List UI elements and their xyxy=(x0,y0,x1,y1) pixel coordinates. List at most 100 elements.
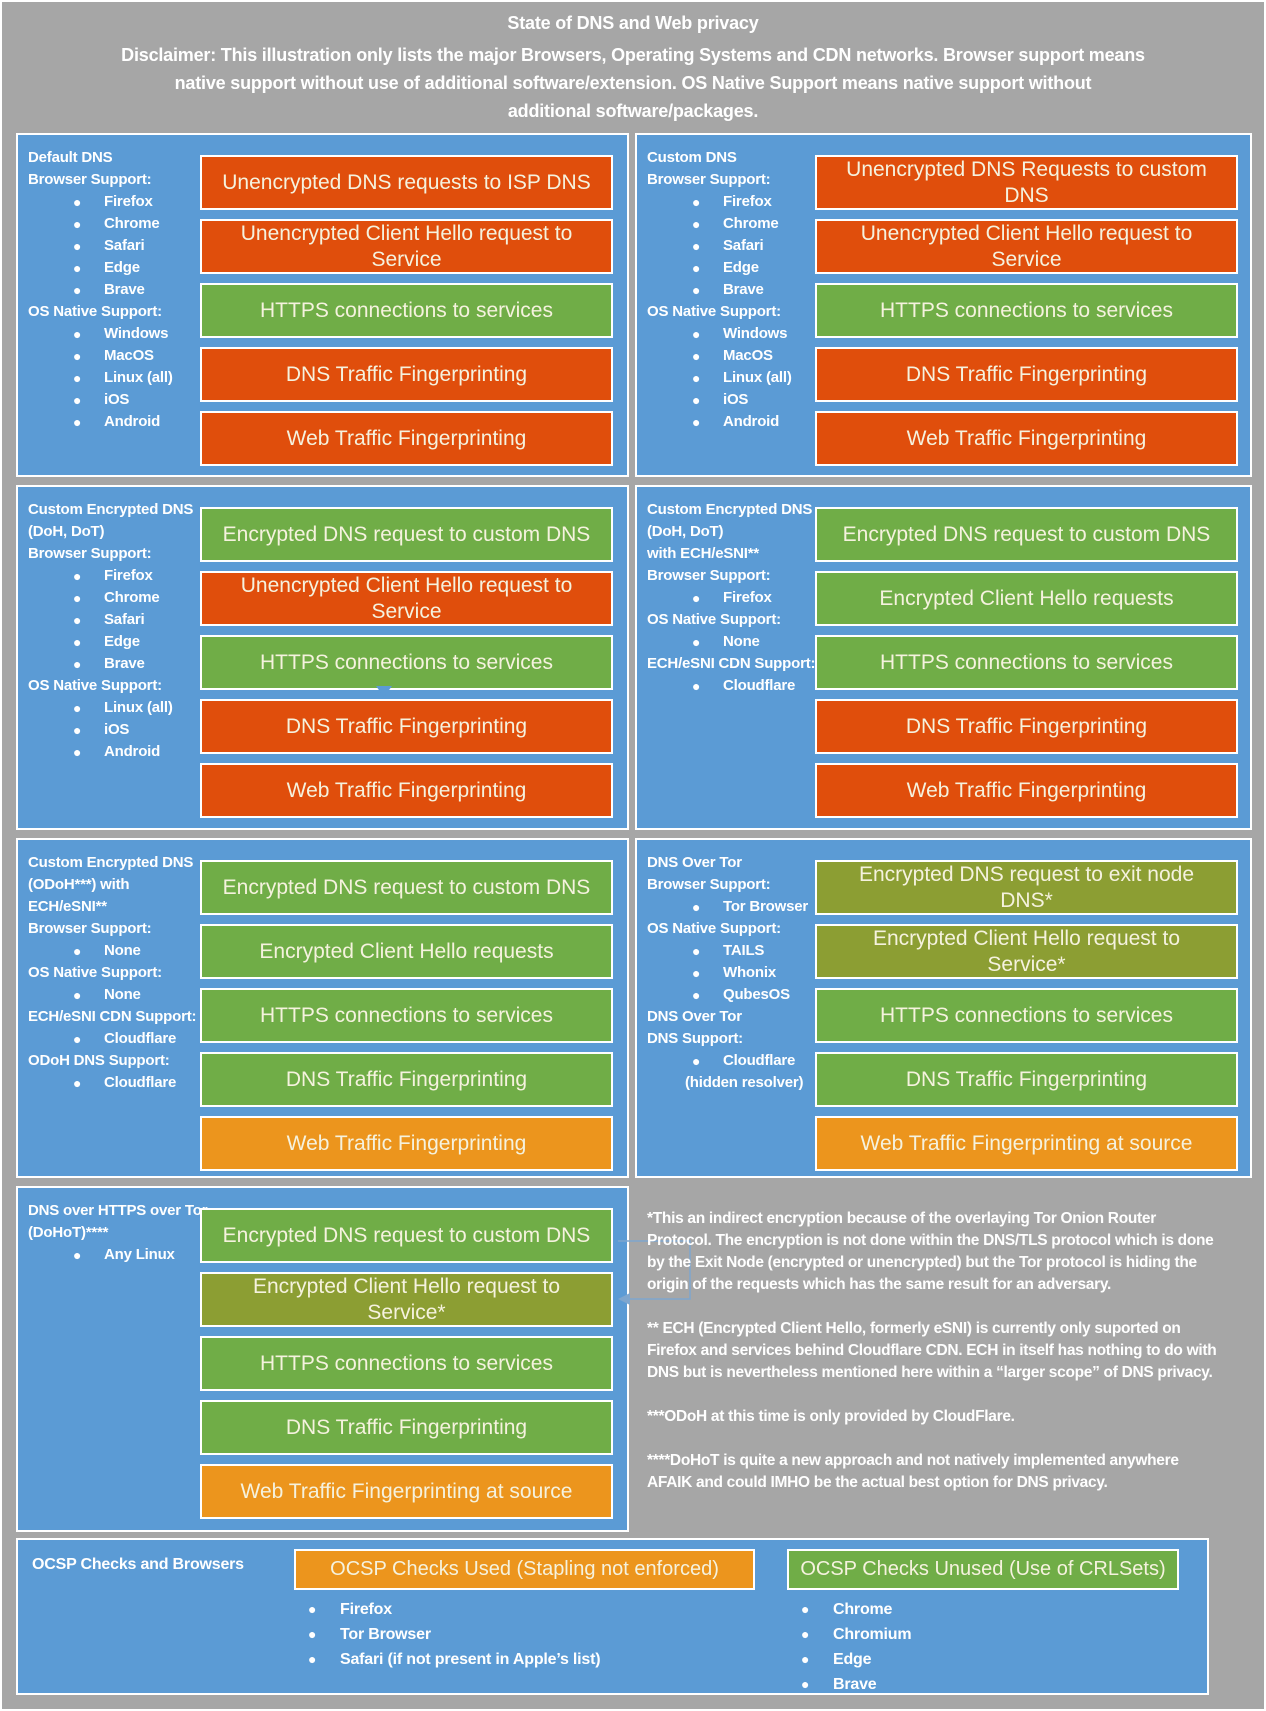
panel-custom-dns: Custom DNS Browser Support: ● Firefox ● Chrom… xyxy=(635,133,1252,477)
bullet-icon: ● xyxy=(73,568,82,584)
bullet-icon: ● xyxy=(73,656,82,672)
bullet-icon: ● xyxy=(801,1651,810,1667)
bullet-item: ● Windows xyxy=(647,323,819,345)
panel-side-labels: Custom Encrypted DNS (DoH, DoT) Browser Su… xyxy=(28,499,200,763)
panel-label-heading: Custom Encrypted DNS xyxy=(28,854,194,871)
bar-amber: Web Traffic Fingerprinting at source xyxy=(200,1464,613,1519)
bar-green: Encrypted DNS request to custom DNS xyxy=(200,860,613,915)
bullet-item: ● Firefox xyxy=(647,587,819,609)
callout-connector-line xyxy=(618,1240,691,1305)
bullet-item: ● Chrome xyxy=(28,213,200,235)
bar-orange: Unencrypted Client Hello request to Serv… xyxy=(200,571,613,626)
bullet-item: ● Edge xyxy=(787,1647,911,1672)
bullet-item: ● Firefox xyxy=(28,565,200,587)
bullet-icon: ● xyxy=(73,634,82,650)
bullet-icon: ● xyxy=(73,238,82,254)
bar-orange: DNS Traffic Fingerprinting xyxy=(815,347,1238,402)
bullet-icon: ● xyxy=(692,326,701,342)
bullet-item: ● Firefox xyxy=(647,191,819,213)
panel-custom-encrypted-dns-odoh-ech-esni: Custom Encrypted DNS (ODoH***) with ECH/eS… xyxy=(16,838,629,1178)
bar-amber: Web Traffic Fingerprinting xyxy=(200,1116,613,1171)
bullet-icon: ● xyxy=(73,370,82,386)
bullet-item: ● Chrome xyxy=(787,1597,911,1622)
panel-label-heading: Default DNS xyxy=(28,149,113,166)
panel-label-heading: (DoH, DoT) xyxy=(647,523,724,540)
bar-green: HTTPS connections to services xyxy=(200,283,613,338)
bullet-item: ● Firefox xyxy=(28,191,200,213)
bullet-item: ● Safari (if not present in Apple’s list) xyxy=(294,1647,601,1672)
panel-default-dns: Default DNS Browser Support: ● Firefox ● Chro… xyxy=(16,133,629,477)
panel-side-labels: Custom Encrypted DNS (DoH, DoT) with ECH/e… xyxy=(647,499,819,697)
ocsp-unused-list: ● Chrome ● Chromium ● Edge ● Brave xyxy=(787,1597,912,1697)
bar-green: Encrypted DNS request to custom DNS xyxy=(815,507,1238,562)
panel-bars: Encrypted DNS request to custom DNS Unenc… xyxy=(200,507,613,827)
bullet-item: ● None xyxy=(28,940,200,962)
bar-green: HTTPS connections to services xyxy=(815,635,1238,690)
bullet-icon: ● xyxy=(692,216,701,232)
bar-green: HTTPS connections to services xyxy=(200,1336,613,1391)
panel-label-heading: ECH/eSNI CDN Support: xyxy=(28,1008,197,1025)
bar-orange: DNS Traffic Fingerprinting xyxy=(815,699,1238,754)
panel-side-labels: DNS over HTTPS over Tor (DoHoT)**** ● Any L… xyxy=(28,1200,208,1266)
bullet-item: ● Android xyxy=(647,411,819,433)
footnote: ** ECH (Encrypted Client Hello, formerly… xyxy=(647,1320,1217,1381)
panel-bars: Encrypted DNS request to exit node DNS* E… xyxy=(815,860,1238,1180)
bullet-icon: ● xyxy=(73,1075,82,1091)
bullet-item: ● Brave xyxy=(787,1672,911,1697)
bullet-icon: ● xyxy=(73,722,82,738)
panel-custom-encrypted-dns-doh-dot-ech-esni: Custom Encrypted DNS (DoH, DoT) with ECH/e… xyxy=(635,485,1252,830)
bullet-subtext: (hidden resolver) xyxy=(685,1074,804,1091)
panel-label-heading: ECH/eSNI CDN Support: xyxy=(647,655,816,672)
panel-label-heading: DNS Over Tor xyxy=(647,854,742,871)
ocsp-unused-bar: OCSP Checks Unused (Use of CRLSets) xyxy=(787,1549,1179,1590)
bullet-item: ● Cloudflare xyxy=(28,1028,200,1050)
bar-olive: Encrypted Client Hello request to Servic… xyxy=(200,1272,613,1327)
bullet-icon: ● xyxy=(73,744,82,760)
panel-bars: Unencrypted DNS Requests to custom DNS Un… xyxy=(815,155,1238,475)
bullet-item: ● Linux (all) xyxy=(28,367,200,389)
panel-label-heading: Browser Support: xyxy=(647,567,771,584)
bullet-icon: ● xyxy=(692,634,701,650)
bullet-icon: ● xyxy=(308,1651,317,1667)
bullet-icon: ● xyxy=(692,282,701,298)
bullet-icon: ● xyxy=(73,700,82,716)
panel-side-labels: Custom DNS Browser Support: ● Firefox ● Chrom… xyxy=(647,147,819,433)
down-arrow-marker xyxy=(376,686,392,697)
bullet-item: ● Chrome xyxy=(28,587,200,609)
bullet-icon: ● xyxy=(801,1601,810,1617)
bullet-item: ● Tor Browser xyxy=(294,1622,600,1647)
bullet-item: ● None xyxy=(28,984,200,1006)
bullet-item: ● Linux (all) xyxy=(28,697,200,719)
bar-green: Encrypted DNS request to custom DNS xyxy=(200,507,613,562)
bullet-item: ● Chrome xyxy=(647,213,819,235)
bullet-item: ● Edge xyxy=(28,257,200,279)
bullet-item: ● MacOS xyxy=(28,345,200,367)
bar-green: DNS Traffic Fingerprinting xyxy=(815,1052,1238,1107)
bullet-icon: ● xyxy=(692,965,701,981)
panel-label-heading: OS Native Support: xyxy=(28,964,162,981)
bullet-icon: ● xyxy=(73,1247,82,1263)
panel-label-heading: Browser Support: xyxy=(28,545,152,562)
bullet-icon: ● xyxy=(692,194,701,210)
bar-orange: DNS Traffic Fingerprinting xyxy=(200,347,613,402)
bullet-item: ● Safari xyxy=(28,609,200,631)
panel-bars: Encrypted DNS request to custom DNS Encry… xyxy=(200,1208,613,1528)
bullet-item: ● Edge xyxy=(28,631,200,653)
bullet-item: ● iOS xyxy=(28,719,200,741)
bullet-icon: ● xyxy=(692,238,701,254)
bullet-icon: ● xyxy=(692,943,701,959)
bullet-item: ● Android xyxy=(28,741,200,763)
bullet-icon: ● xyxy=(692,987,701,1003)
bullet-item: ● Whonix xyxy=(647,962,819,984)
panel-label-heading: Custom Encrypted DNS xyxy=(28,501,194,518)
panel-label-heading: OS Native Support: xyxy=(647,920,781,937)
bullet-item: ● MacOS xyxy=(647,345,819,367)
bullet-item: ● Brave xyxy=(28,279,200,301)
bar-green: HTTPS connections to services xyxy=(815,988,1238,1043)
bullet-icon: ● xyxy=(73,943,82,959)
panel-bars: Unencrypted DNS requests to ISP DNS Unenc… xyxy=(200,155,613,475)
bar-green: Encrypted DNS request to custom DNS xyxy=(200,1208,613,1263)
bullet-icon: ● xyxy=(73,1031,82,1047)
panel-label-heading: DNS Over Tor xyxy=(647,1008,742,1025)
